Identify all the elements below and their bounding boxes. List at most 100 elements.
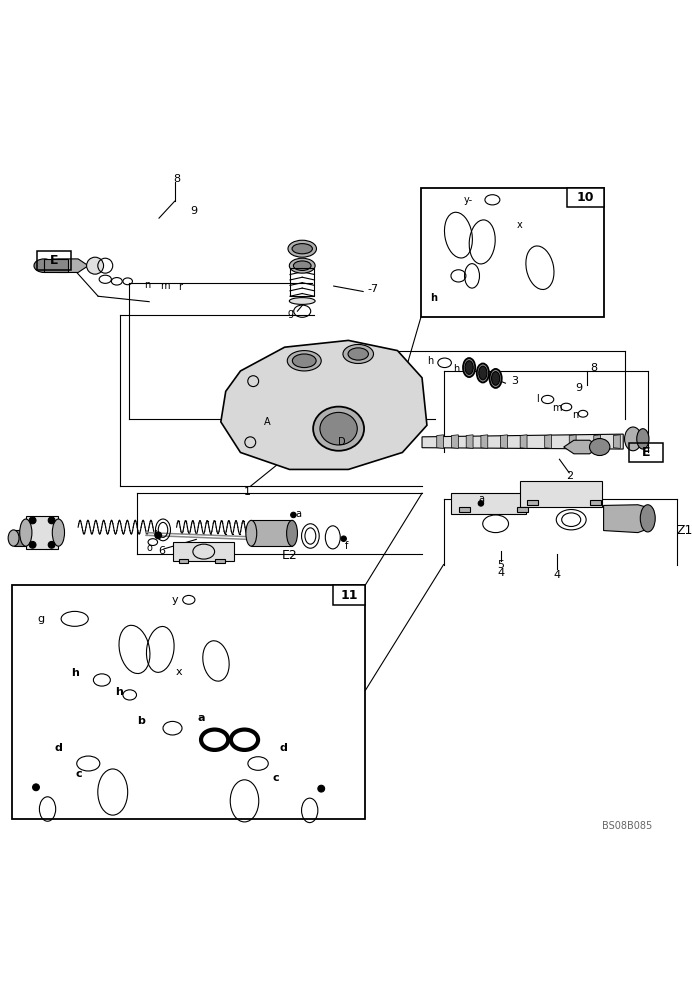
Text: A: A — [264, 417, 271, 427]
Text: o: o — [147, 543, 152, 553]
Circle shape — [48, 541, 55, 548]
Text: n: n — [144, 280, 150, 290]
Ellipse shape — [625, 427, 641, 451]
Ellipse shape — [288, 240, 316, 257]
Text: 2: 2 — [565, 471, 573, 481]
Ellipse shape — [19, 519, 32, 546]
Ellipse shape — [590, 439, 610, 456]
Text: h: h — [116, 687, 123, 697]
Text: 4: 4 — [554, 570, 561, 580]
Bar — [290, 268, 314, 296]
Text: 1: 1 — [244, 487, 251, 497]
Ellipse shape — [343, 344, 374, 363]
Bar — [26, 516, 58, 549]
Text: h: h — [71, 668, 79, 678]
Polygon shape — [481, 435, 488, 448]
Ellipse shape — [286, 520, 298, 546]
Ellipse shape — [246, 520, 257, 546]
Text: y-: y- — [464, 195, 473, 205]
Text: m: m — [160, 281, 170, 291]
Text: c: c — [273, 773, 279, 783]
Polygon shape — [14, 530, 28, 546]
Text: a: a — [197, 713, 205, 723]
Text: c: c — [75, 769, 82, 779]
Text: h: h — [430, 293, 437, 303]
Ellipse shape — [491, 372, 500, 385]
Circle shape — [318, 785, 325, 792]
Text: 8: 8 — [173, 174, 180, 184]
Text: 9: 9 — [190, 206, 197, 216]
Bar — [590, 500, 601, 505]
Bar — [333, 585, 365, 605]
Text: g: g — [37, 614, 44, 624]
Text: 3: 3 — [511, 376, 518, 386]
Bar — [517, 507, 528, 512]
Polygon shape — [545, 435, 552, 448]
Text: y: y — [172, 595, 179, 605]
Polygon shape — [48, 259, 89, 272]
Polygon shape — [500, 435, 507, 448]
Polygon shape — [451, 435, 458, 448]
Text: l: l — [536, 394, 539, 404]
Ellipse shape — [640, 505, 655, 532]
Text: D: D — [338, 437, 345, 447]
Bar — [215, 559, 225, 563]
Ellipse shape — [53, 519, 64, 546]
Text: 5: 5 — [497, 560, 504, 570]
Circle shape — [29, 541, 36, 548]
Bar — [567, 188, 604, 207]
Polygon shape — [422, 434, 623, 449]
Text: 8: 8 — [590, 363, 597, 373]
Text: a: a — [478, 494, 484, 504]
Text: 10: 10 — [576, 191, 594, 204]
Ellipse shape — [348, 348, 368, 360]
Text: d: d — [55, 743, 62, 753]
Polygon shape — [594, 435, 601, 448]
Text: n: n — [572, 410, 579, 420]
Circle shape — [155, 532, 162, 539]
Ellipse shape — [463, 358, 475, 377]
Ellipse shape — [479, 366, 487, 380]
Ellipse shape — [637, 429, 649, 449]
Circle shape — [341, 536, 347, 541]
Text: b: b — [137, 716, 145, 726]
Text: f: f — [345, 541, 348, 551]
Ellipse shape — [292, 244, 312, 254]
Polygon shape — [466, 435, 473, 448]
Ellipse shape — [313, 407, 364, 451]
Text: E: E — [641, 446, 650, 459]
Text: d: d — [280, 743, 288, 753]
Bar — [12, 585, 365, 819]
Bar — [251, 520, 292, 546]
Ellipse shape — [34, 259, 55, 272]
Text: h: h — [453, 364, 459, 374]
Text: 6: 6 — [158, 546, 165, 556]
Text: 4: 4 — [497, 568, 504, 578]
Polygon shape — [628, 435, 635, 448]
Ellipse shape — [465, 361, 473, 374]
Circle shape — [29, 517, 36, 524]
Polygon shape — [613, 435, 620, 448]
Bar — [173, 542, 235, 561]
Ellipse shape — [289, 298, 315, 304]
Ellipse shape — [8, 530, 19, 546]
Text: 9: 9 — [576, 383, 583, 393]
Bar — [520, 481, 601, 507]
Circle shape — [48, 517, 55, 524]
Polygon shape — [603, 505, 653, 533]
Circle shape — [478, 501, 484, 506]
Bar — [44, 259, 68, 272]
Bar — [179, 559, 188, 563]
Bar — [451, 493, 526, 514]
Text: x: x — [175, 667, 182, 677]
Ellipse shape — [287, 351, 321, 371]
Text: m: m — [552, 403, 561, 413]
Bar — [421, 188, 604, 317]
Text: r: r — [179, 282, 183, 292]
Text: g: g — [287, 308, 293, 318]
Circle shape — [291, 512, 296, 518]
Bar — [629, 443, 663, 462]
Ellipse shape — [489, 369, 502, 388]
Text: E: E — [50, 254, 58, 267]
Ellipse shape — [292, 354, 316, 368]
